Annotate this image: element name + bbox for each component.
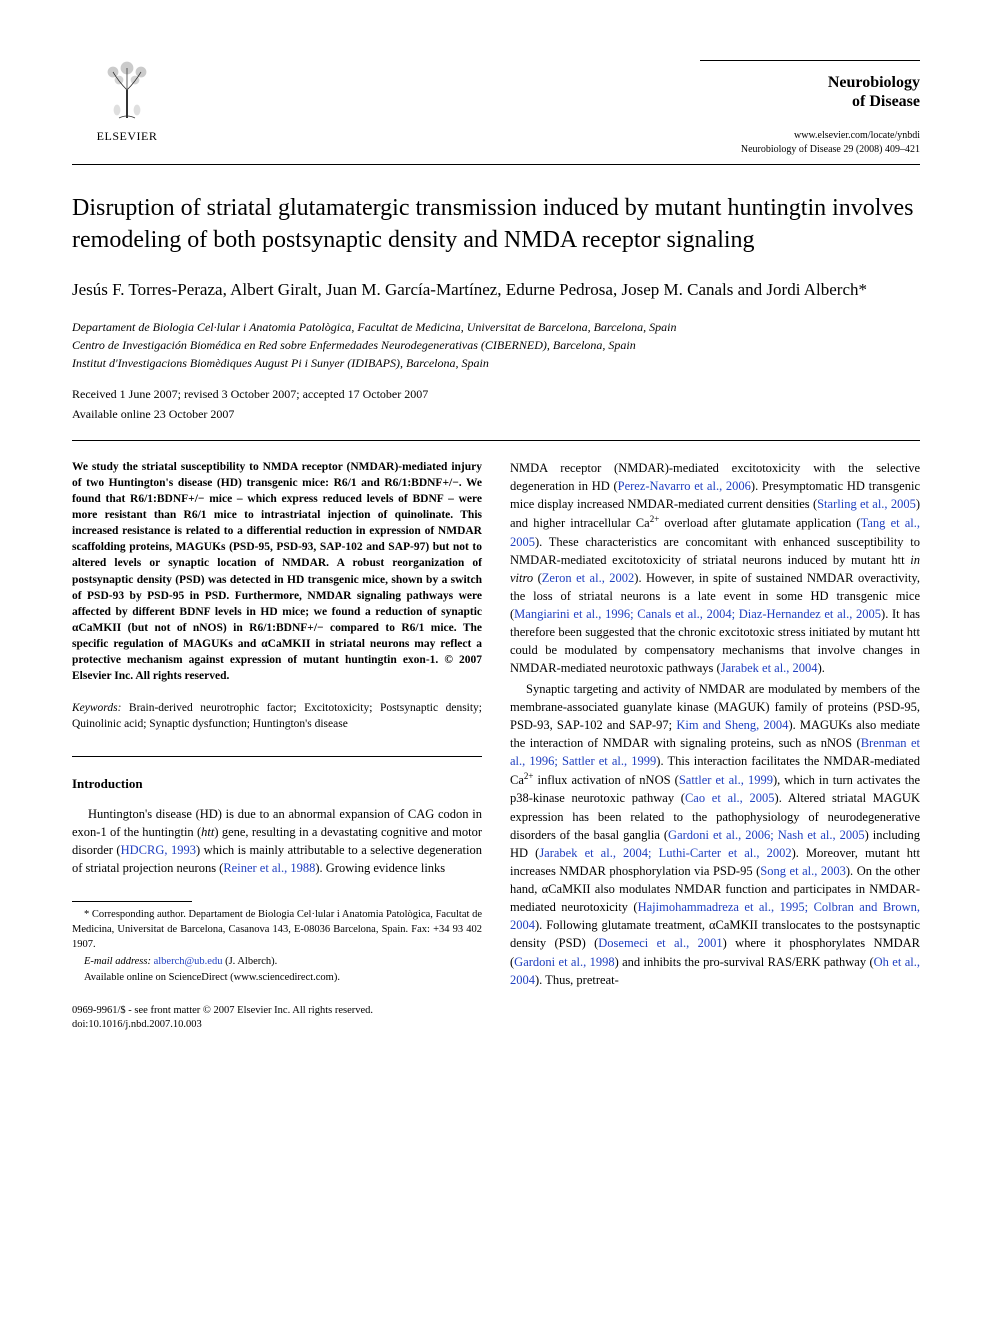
citation-link[interactable]: Song et al., 2003 [760, 864, 846, 878]
intro-body: Huntington's disease (HD) is due to an a… [72, 805, 482, 878]
affiliation: Centro de Investigación Biomédica en Red… [72, 336, 920, 354]
copyright: 0969-9961/$ - see front matter © 2007 El… [72, 1004, 482, 1018]
body-text: NMDA receptor (NMDAR)-mediated excitotox… [510, 459, 920, 989]
citation-link[interactable]: Zeron et al., 2002 [542, 571, 635, 585]
rule [72, 901, 192, 902]
available-online: Available online 23 October 2007 [72, 406, 920, 422]
rule [700, 60, 920, 61]
text: ). [818, 661, 825, 675]
keywords-label: Keywords: [72, 702, 121, 714]
footer: 0969-9961/$ - see front matter © 2007 El… [72, 1004, 482, 1032]
citation-link[interactable]: Sattler et al., 1999 [679, 773, 773, 787]
section-heading: Introduction [72, 775, 482, 793]
citation-link[interactable]: Jarabek et al., 2004; Luthi-Carter et al… [539, 846, 791, 860]
citation-link[interactable]: Gardoni et al., 1998 [514, 955, 614, 969]
superscript: 2+ [650, 514, 660, 524]
gene-name: htt [201, 825, 214, 839]
rule [72, 164, 920, 165]
citation-link[interactable]: HDCRG, 1993 [121, 843, 196, 857]
corresponding-author: * Corresponding author. Departament de B… [72, 908, 482, 952]
elsevier-tree-icon [99, 60, 155, 122]
text: (J. Alberch). [225, 956, 277, 967]
journal-citation: Neurobiology of Disease 29 (2008) 409–42… [700, 143, 920, 157]
citation-link[interactable]: Reiner et al., 1988 [223, 861, 315, 875]
journal-name-l2: of Disease [852, 93, 920, 110]
left-column: We study the striatal susceptibility to … [72, 459, 482, 1032]
page-root: ELSEVIER Neurobiology of Disease www.els… [0, 0, 992, 1072]
authors: Jesús F. Torres-Peraza, Albert Giralt, J… [72, 278, 920, 302]
keywords-text: Brain-derived neurotrophic factor; Excit… [72, 702, 482, 730]
citation-link[interactable]: Cao et al., 2005 [685, 791, 775, 805]
paragraph: NMDA receptor (NMDAR)-mediated excitotox… [510, 459, 920, 678]
journal-name-l1: Neurobiology [828, 74, 920, 91]
text: ( [533, 571, 542, 585]
citation-link[interactable]: Starling et al., 2005 [817, 497, 916, 511]
rule [72, 440, 920, 441]
text: ) and inhibits the pro-survival RAS/ERK … [615, 955, 874, 969]
journal-name: Neurobiology of Disease [700, 73, 920, 111]
citation-link[interactable]: Mangiarini et al., 1996; Canals et al., … [514, 607, 881, 621]
citation-link[interactable]: Gardoni et al., 2006; Nash et al., 2005 [668, 828, 865, 842]
affiliations: Departament de Biologia Cel·lular i Anat… [72, 318, 920, 372]
text: influx activation of nNOS ( [533, 773, 678, 787]
paragraph: Synaptic targeting and activity of NMDAR… [510, 680, 920, 989]
keywords: Keywords: Brain-derived neurotrophic fac… [72, 700, 482, 732]
citation-link[interactable]: Jarabek et al., 2004 [721, 661, 818, 675]
abstract: We study the striatal susceptibility to … [72, 459, 482, 684]
rule [72, 756, 482, 757]
sciencedirect-line: Available online on ScienceDirect (www.s… [72, 971, 482, 986]
text: ). Growing evidence links [315, 861, 445, 875]
affiliation: Institut d'Investigacions Biomèdiques Au… [72, 354, 920, 372]
citation-link[interactable]: Kim and Sheng, 2004 [676, 718, 788, 732]
article-title: Disruption of striatal glutamatergic tra… [72, 193, 920, 255]
publisher-block: ELSEVIER [72, 60, 182, 144]
header: ELSEVIER Neurobiology of Disease www.els… [72, 60, 920, 156]
text: ). Thus, pretreat- [535, 973, 619, 987]
citation-link[interactable]: Dosemeci et al., 2001 [598, 936, 722, 950]
doi: doi:10.1016/j.nbd.2007.10.003 [72, 1018, 482, 1032]
two-column-body: We study the striatal susceptibility to … [72, 459, 920, 1032]
journal-block: Neurobiology of Disease www.elsevier.com… [700, 60, 920, 156]
citation-link[interactable]: Perez-Navarro et al., 2006 [618, 479, 751, 493]
right-column: NMDA receptor (NMDAR)-mediated excitotox… [510, 459, 920, 1032]
publisher-name: ELSEVIER [97, 128, 158, 144]
email-link[interactable]: alberch@ub.edu [154, 956, 223, 967]
footnotes: * Corresponding author. Departament de B… [72, 908, 482, 985]
paragraph: Huntington's disease (HD) is due to an a… [72, 805, 482, 878]
article-dates: Received 1 June 2007; revised 3 October … [72, 386, 920, 402]
text: ). These characteristics are concomitant… [510, 535, 920, 567]
text: overload after glutamate application ( [659, 516, 860, 530]
journal-url[interactable]: www.elsevier.com/locate/ynbdi [700, 129, 920, 143]
email-line: E-mail address: alberch@ub.edu (J. Alber… [72, 955, 482, 970]
email-label: E-mail address: [84, 956, 151, 967]
affiliation: Departament de Biologia Cel·lular i Anat… [72, 318, 920, 336]
